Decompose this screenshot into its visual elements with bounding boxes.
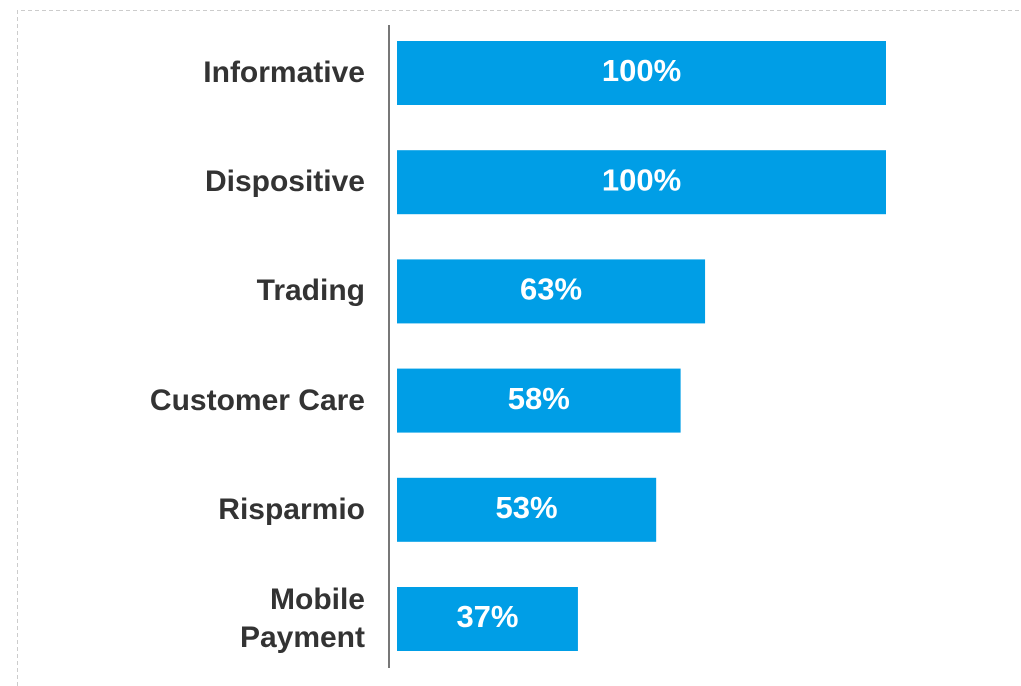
bar xyxy=(397,150,886,215)
value-label: 37% xyxy=(456,599,518,634)
bar xyxy=(397,368,681,433)
value-label: 63% xyxy=(520,272,582,307)
bar xyxy=(397,587,578,651)
category-label: Trading xyxy=(256,274,365,308)
bar xyxy=(397,41,886,105)
bar xyxy=(397,477,657,542)
category-label: Informative xyxy=(203,56,365,89)
bar xyxy=(397,259,706,324)
value-label: 100% xyxy=(602,53,681,88)
value-label: 58% xyxy=(508,381,570,416)
category-label: Customer Care xyxy=(149,383,365,417)
category-label: Dispositive xyxy=(204,165,365,199)
category-label: Risparmio xyxy=(218,492,365,526)
frame xyxy=(17,10,1021,686)
category-label: Mobile Payment xyxy=(239,583,365,654)
value-label: 100% xyxy=(602,162,681,197)
value-label: 53% xyxy=(496,490,558,525)
